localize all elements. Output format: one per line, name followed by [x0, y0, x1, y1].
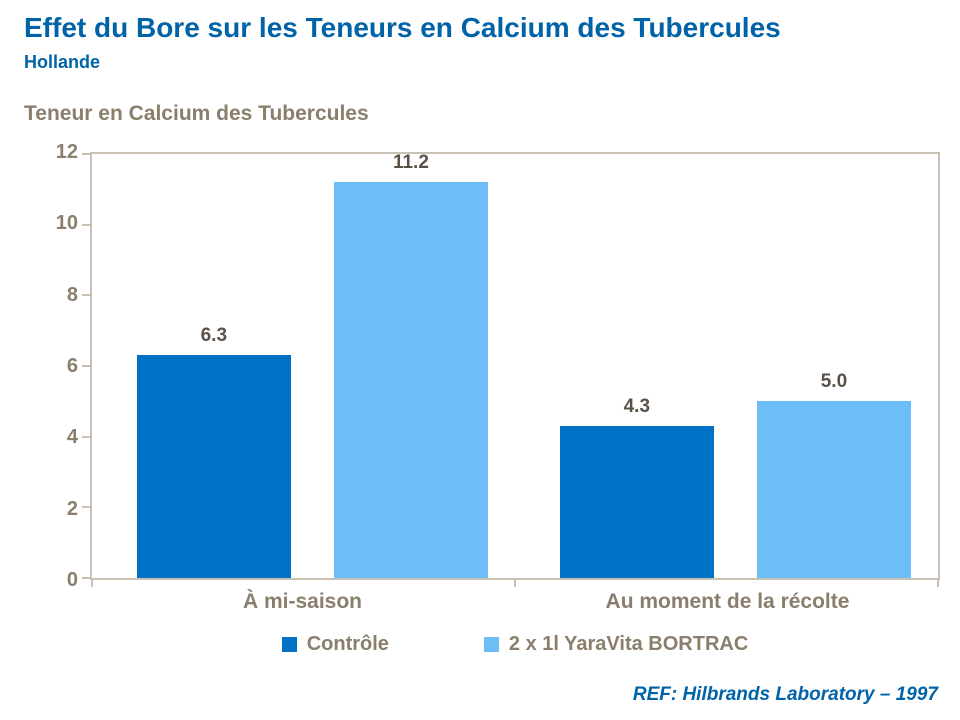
y-tick-mark: [82, 153, 90, 155]
legend-label: 2 x 1l YaraVita BORTRAC: [508, 633, 749, 655]
x-tick-mark: [91, 580, 93, 587]
bar: 11.2: [333, 153, 488, 578]
y-tick-mark: [82, 294, 90, 297]
y-tick-mark: [82, 365, 90, 367]
page-title: Effet du Bore sur les Teneurs en Calcium…: [24, 12, 781, 43]
legend-item: Contrôle: [281, 633, 389, 655]
legend: Contrôle 2 x 1l YaraVita BORTRAC: [90, 634, 940, 654]
legend-swatch-icon: [281, 636, 297, 652]
y-tick-label: 4: [66, 426, 78, 449]
y-tick-label: 6: [66, 355, 78, 377]
y-axis-labels: 0 2 4 6 8 10 12: [26, 142, 78, 590]
chart-title: Teneur en Calcium des Tubercules: [24, 102, 369, 125]
reference-text: REF: Hilbrands Laboratory – 1997: [632, 684, 938, 705]
y-tick-mark: [82, 435, 90, 438]
bar: 6.3: [136, 326, 291, 578]
y-tick-label: 0: [66, 569, 78, 591]
legend-label: Contrôle: [306, 633, 389, 655]
bar-value-label: 11.2: [392, 152, 429, 174]
x-axis-labels: À mi-saison Au moment de la récolte: [90, 590, 940, 614]
legend-item: 2 x 1l YaraVita BORTRAC: [483, 633, 749, 655]
y-tick-mark: [82, 506, 90, 509]
y-tick-label: 8: [66, 283, 78, 306]
category-label: Au moment de la récolte: [605, 590, 850, 613]
plot-area: 6.3 11.2 4.3 5.0: [82, 152, 940, 587]
page-subtitle: Hollande: [24, 52, 101, 72]
y-tick-label: 2: [66, 497, 78, 520]
bar-value-label: 4.3: [623, 396, 651, 418]
x-tick-mark: [514, 580, 516, 587]
x-tick-mark: [937, 580, 939, 587]
bar-value-label: 5.0: [820, 371, 848, 393]
y-tick-label: 12: [55, 141, 78, 163]
y-tick-label: 10: [55, 212, 78, 235]
bar: 5.0: [756, 372, 911, 578]
legend-swatch-icon: [483, 636, 499, 652]
bar: 4.3: [559, 397, 714, 578]
bar-value-label: 6.3: [200, 325, 228, 347]
category-label: À mi-saison: [242, 590, 363, 613]
y-tick-mark: [82, 223, 90, 226]
y-tick-mark: [82, 577, 90, 579]
